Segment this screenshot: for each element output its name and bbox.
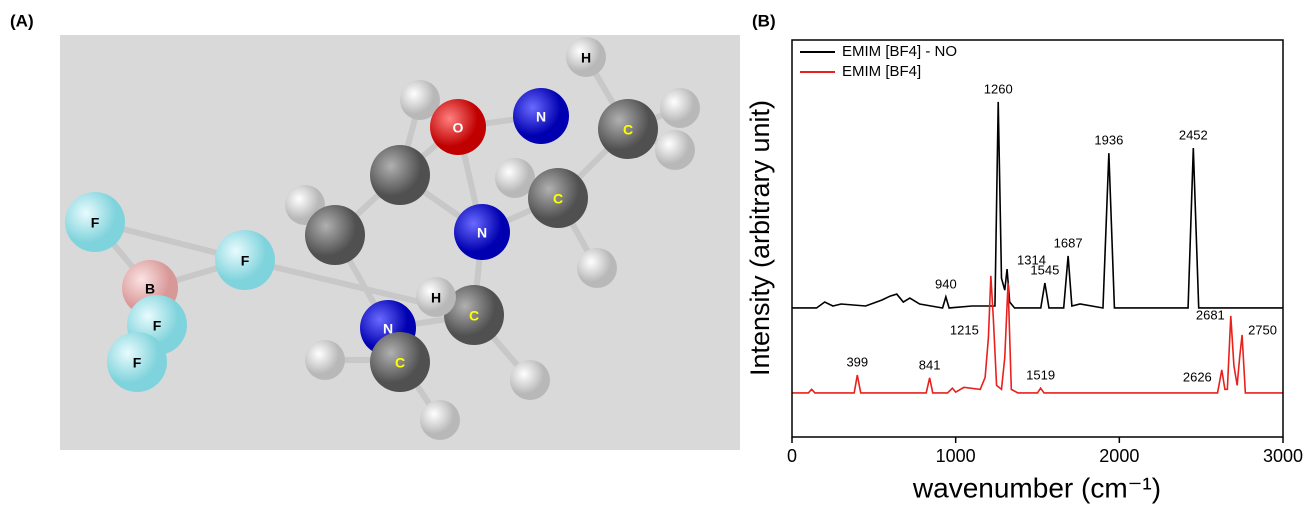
peak-label: 1519 (1026, 368, 1055, 383)
peak-label: 1215 (950, 322, 979, 337)
atom-label: F (91, 215, 100, 231)
atom-label: C (553, 191, 563, 207)
atom-label: F (133, 355, 142, 371)
peak-label: 1687 (1054, 235, 1083, 250)
x-axis-label: wavenumber (cm⁻¹) (912, 472, 1161, 503)
atom-label: O (453, 120, 464, 136)
panel-label: (B) (752, 11, 776, 30)
peak-label: 940 (935, 276, 957, 291)
peak-label: 1936 (1094, 133, 1123, 148)
x-tick-label: 3000 (1263, 446, 1303, 466)
atom-label: N (477, 225, 487, 241)
chart: (B) wavenumber (cm⁻¹) Intensity (arbitra… (745, 11, 1303, 503)
atom-label: F (153, 318, 162, 334)
atom-label: N (536, 109, 546, 125)
x-tick-label: 0 (787, 446, 797, 466)
atom-label: B (145, 281, 155, 297)
x-tick-label: 2000 (1099, 446, 1139, 466)
peak-label: 399 (846, 355, 868, 370)
legend-label: EMIM [BF4] - NO (842, 43, 957, 60)
y-axis-label: Intensity (arbitrary unit) (745, 100, 775, 376)
atom-label: C (395, 355, 405, 371)
atom-label: C (469, 308, 479, 324)
peak-label: 841 (919, 357, 941, 372)
peak-label: 2681 (1196, 307, 1225, 322)
peak-label: 1260 (984, 81, 1013, 96)
x-tick-label: 1000 (936, 446, 976, 466)
figure: (A) FFBFFONNCCHNCHC (B) wavenumber (cm⁻¹… (0, 0, 1311, 509)
atom-label: H (431, 290, 441, 306)
atom-label: H (581, 50, 591, 66)
peak-label: 2750 (1248, 322, 1277, 337)
peak-label: 1545 (1030, 262, 1059, 277)
peak-label: 2626 (1183, 369, 1212, 384)
atom-label: F (241, 253, 250, 269)
legend-label: EMIM [BF4] (842, 63, 921, 80)
panel-label: (A) (10, 11, 34, 30)
peak-label: 2452 (1179, 127, 1208, 142)
atom-label: C (623, 122, 633, 138)
